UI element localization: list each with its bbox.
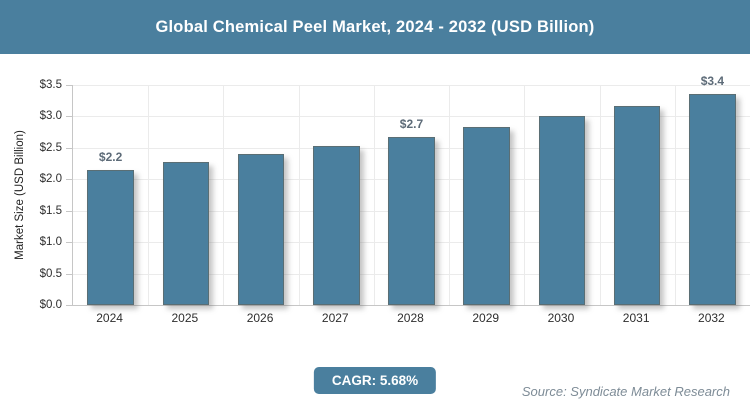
y-tick-label: $1.5 xyxy=(39,204,62,217)
bar-2032 xyxy=(689,94,736,305)
y-tick-label: $2.5 xyxy=(39,141,62,154)
bar-slot: $3.4 xyxy=(675,74,750,305)
y-tick-label: $0.5 xyxy=(39,267,62,280)
y-axis-labels: $0.0 $0.5 $1.0 $1.5 $2.0 $2.5 $3.0 $3.5 xyxy=(0,0,62,417)
bar-2027 xyxy=(312,145,360,305)
bar-slot xyxy=(600,85,675,305)
y-tick-label: $3.0 xyxy=(39,110,62,123)
plot-area: $2.2 $2.7 $3.4 xyxy=(72,74,750,306)
gridline-horizontal xyxy=(73,85,750,86)
bar-2026 xyxy=(237,154,285,305)
bar-slot xyxy=(449,85,524,305)
bar-2029 xyxy=(463,127,511,305)
bar-slot: $2.7 xyxy=(374,85,449,305)
bar-slot: $2.2 xyxy=(73,85,148,305)
source-note: Source: Syndicate Market Research xyxy=(521,384,730,399)
y-tick-mark xyxy=(66,147,72,149)
bar-slot xyxy=(524,85,599,305)
y-tick-mark xyxy=(66,210,72,212)
x-tick-label: 2030 xyxy=(547,311,575,325)
y-tick-label: $1.0 xyxy=(39,236,62,249)
bar-2030 xyxy=(538,116,586,305)
bar-value-label: $3.4 xyxy=(700,74,725,89)
bar-2024 xyxy=(87,169,134,305)
cagr-badge: CAGR: 5.68% xyxy=(313,367,437,394)
y-tick-label: $0.0 xyxy=(39,299,62,311)
gridline-vertical xyxy=(524,85,526,305)
y-tick-label: $2.0 xyxy=(39,173,62,186)
gridline-vertical xyxy=(449,85,451,305)
gridline-vertical xyxy=(674,85,676,305)
bar-2028 xyxy=(388,136,435,305)
y-tick-mark xyxy=(66,116,72,118)
bar-slot xyxy=(148,85,223,305)
chart-title-bar: Global Chemical Peel Market, 2024 - 2032… xyxy=(0,0,750,54)
y-tick-label: $3.5 xyxy=(39,79,62,91)
chart-title: Global Chemical Peel Market, 2024 - 2032… xyxy=(155,17,595,36)
x-tick-label: 2024 xyxy=(96,311,123,325)
bar-2025 xyxy=(162,162,210,305)
x-tick-label: 2032 xyxy=(698,311,725,325)
y-tick-mark xyxy=(66,85,72,86)
x-tick-label: 2028 xyxy=(397,311,424,325)
gridline-vertical xyxy=(373,85,375,305)
x-tick-label: 2027 xyxy=(321,311,349,325)
bar-slot xyxy=(223,85,298,305)
x-tick-label: 2025 xyxy=(171,311,199,325)
x-tick-label: 2026 xyxy=(246,311,274,325)
bar-value-label: $2.2 xyxy=(98,149,123,164)
x-tick-label: 2031 xyxy=(622,311,650,325)
y-tick-mark xyxy=(66,242,72,244)
gridline-vertical xyxy=(223,85,225,305)
bar-slot xyxy=(299,85,374,305)
gridline-vertical xyxy=(298,85,300,305)
x-axis-labels: 2024 2025 2026 2027 2028 2029 2030 2031 2032 xyxy=(72,311,749,331)
y-tick-mark xyxy=(66,305,72,306)
x-tick-label: 2029 xyxy=(472,311,500,325)
gridline-horizontal xyxy=(73,116,750,118)
bar-value-label: $2.7 xyxy=(399,116,424,131)
gridline-vertical xyxy=(599,85,601,305)
bar-2031 xyxy=(613,105,661,305)
y-tick-mark xyxy=(66,179,72,181)
gridline-vertical xyxy=(148,85,150,305)
y-tick-mark xyxy=(66,273,72,275)
